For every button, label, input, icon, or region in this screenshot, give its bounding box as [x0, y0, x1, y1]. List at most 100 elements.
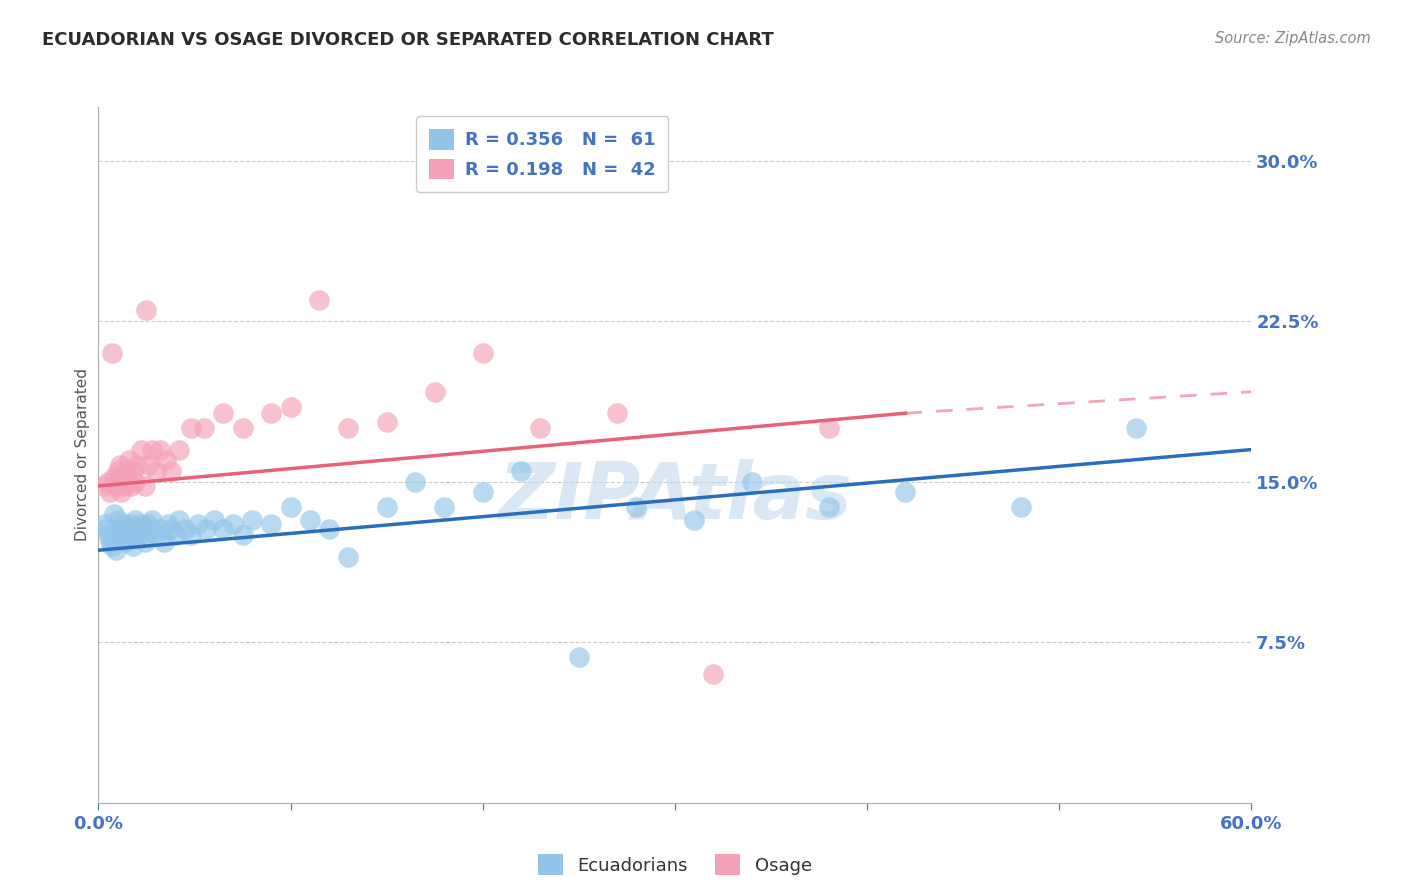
Point: [103, 470, 125, 484]
Point: [135, 303, 157, 318]
Point: [308, 293, 330, 307]
Point: [107, 464, 129, 478]
Point: [510, 464, 533, 478]
Point: [195, 522, 218, 536]
Point: [110, 522, 132, 536]
Point: [122, 539, 145, 553]
Point: [174, 522, 197, 536]
Point: [93, 479, 115, 493]
Point: [160, 522, 183, 536]
Point: [134, 479, 156, 493]
Point: [152, 534, 174, 549]
Point: [405, 475, 427, 489]
Point: [139, 522, 162, 536]
Point: [128, 528, 150, 542]
Point: [1125, 421, 1147, 435]
Point: [107, 513, 129, 527]
Point: [131, 522, 153, 536]
Point: [138, 458, 160, 472]
Point: [149, 522, 172, 536]
Point: [375, 500, 398, 515]
Point: [97, 528, 120, 542]
Point: [280, 400, 302, 414]
Point: [160, 464, 183, 478]
Point: [110, 485, 132, 500]
Point: [231, 528, 254, 542]
Point: [222, 517, 245, 532]
Point: [117, 522, 139, 536]
Point: [375, 415, 398, 429]
Point: [240, 513, 263, 527]
Point: [108, 458, 131, 472]
Point: [114, 534, 136, 549]
Point: [212, 522, 235, 536]
Point: [112, 470, 135, 484]
Point: [423, 384, 446, 399]
Point: [114, 479, 136, 493]
Point: [103, 507, 125, 521]
Point: [117, 464, 139, 478]
Point: [167, 442, 190, 457]
Point: [529, 421, 551, 435]
Point: [817, 421, 839, 435]
Point: [817, 500, 839, 515]
Point: [260, 517, 283, 532]
Point: [98, 534, 121, 549]
Point: [280, 500, 302, 515]
Point: [98, 485, 121, 500]
Legend: Ecuadorians, Osage: Ecuadorians, Osage: [529, 846, 821, 884]
Point: [471, 346, 494, 360]
Y-axis label: Divorced or Separated: Divorced or Separated: [75, 368, 90, 541]
Point: [471, 485, 494, 500]
Point: [433, 500, 456, 515]
Point: [104, 543, 127, 558]
Point: [626, 500, 648, 515]
Point: [120, 479, 142, 493]
Point: [193, 421, 215, 435]
Point: [129, 442, 152, 457]
Point: [165, 528, 187, 542]
Point: [125, 458, 148, 472]
Point: [155, 453, 177, 467]
Point: [104, 479, 127, 493]
Point: [202, 513, 225, 527]
Point: [606, 406, 628, 420]
Point: [741, 475, 763, 489]
Point: [156, 517, 179, 532]
Point: [138, 517, 160, 532]
Point: [187, 517, 209, 532]
Point: [298, 513, 321, 527]
Point: [120, 517, 142, 532]
Point: [1010, 500, 1032, 515]
Point: [124, 513, 146, 527]
Point: [149, 442, 172, 457]
Point: [167, 513, 190, 527]
Point: [180, 421, 202, 435]
Point: [122, 464, 145, 478]
Point: [118, 453, 141, 467]
Point: [141, 513, 163, 527]
Point: [337, 421, 360, 435]
Point: [118, 528, 141, 542]
Point: [337, 549, 360, 564]
Point: [145, 464, 167, 478]
Point: [135, 528, 157, 542]
Point: [894, 485, 917, 500]
Point: [212, 406, 235, 420]
Point: [145, 528, 167, 542]
Text: ECUADORIAN VS OSAGE DIVORCED OR SEPARATED CORRELATION CHART: ECUADORIAN VS OSAGE DIVORCED OR SEPARATE…: [42, 31, 773, 49]
Point: [134, 534, 156, 549]
Point: [606, 169, 628, 183]
Point: [231, 421, 254, 435]
Point: [112, 517, 135, 532]
Point: [108, 528, 131, 542]
Point: [93, 517, 115, 532]
Point: [129, 517, 152, 532]
Text: ZIPAtlas: ZIPAtlas: [498, 458, 852, 534]
Point: [101, 346, 124, 360]
Point: [101, 539, 124, 553]
Point: [97, 475, 120, 489]
Point: [125, 522, 148, 536]
Point: [683, 513, 706, 527]
Point: [124, 475, 146, 489]
